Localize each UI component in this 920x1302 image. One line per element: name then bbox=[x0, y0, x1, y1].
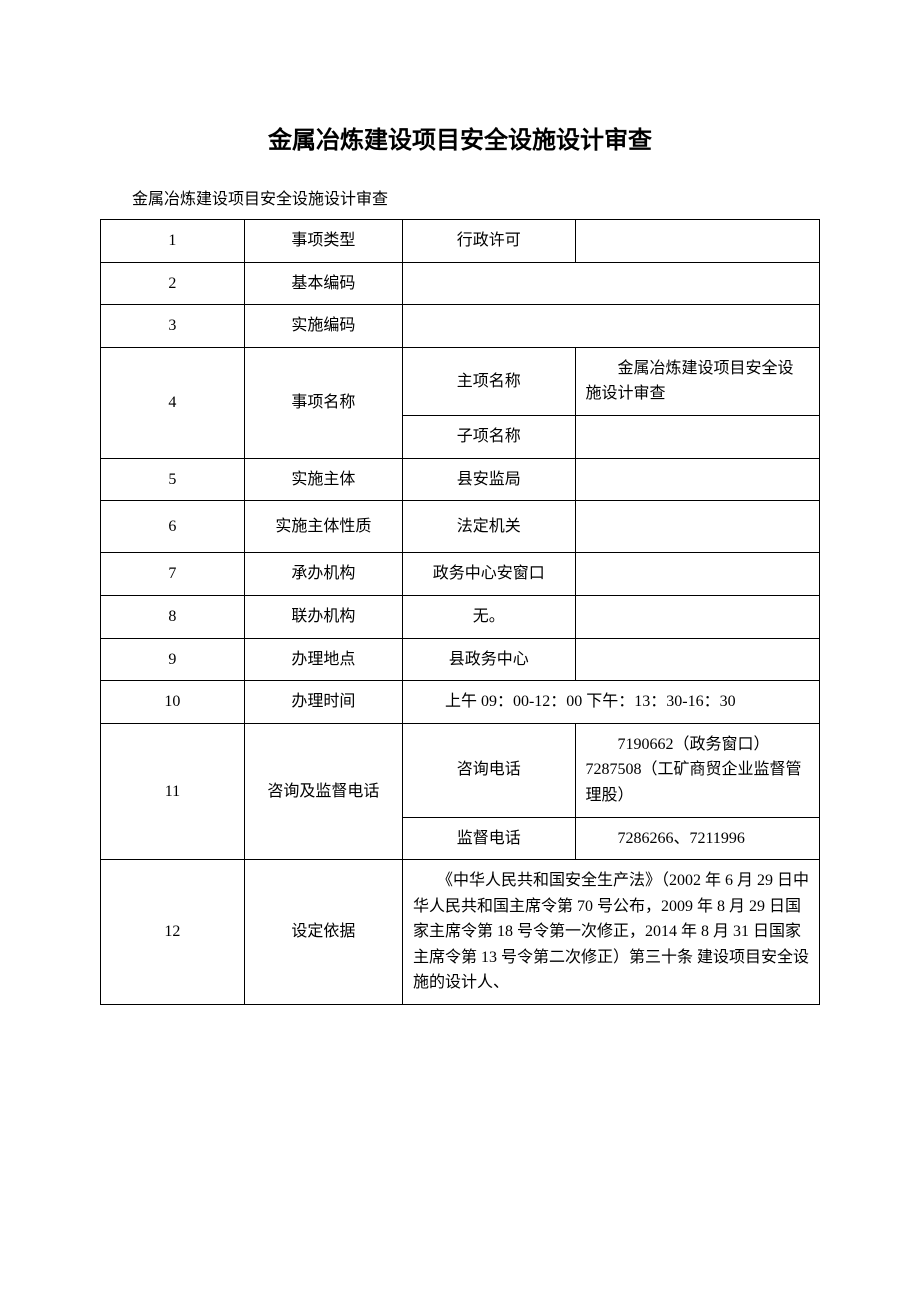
table-row: 4 事项名称 主项名称 金属冶炼建设项目安全设施设计审查 bbox=[101, 347, 820, 415]
sub-value: 7286266、7211996 bbox=[575, 817, 819, 860]
row-number: 7 bbox=[101, 553, 245, 596]
sub-label: 子项名称 bbox=[402, 415, 575, 458]
row-number: 11 bbox=[101, 723, 245, 859]
row-label: 办理时间 bbox=[244, 681, 402, 724]
row-label: 实施主体性质 bbox=[244, 501, 402, 553]
row-empty bbox=[575, 553, 819, 596]
sub-label: 咨询电话 bbox=[402, 723, 575, 817]
row-value: 政务中心安窗口 bbox=[402, 553, 575, 596]
row-value bbox=[402, 262, 819, 305]
document-subtitle: 金属冶炼建设项目安全设施设计审查 bbox=[100, 185, 820, 209]
row-label: 实施主体 bbox=[244, 458, 402, 501]
sub-value bbox=[575, 415, 819, 458]
row-label: 咨询及监督电话 bbox=[244, 723, 402, 859]
row-label: 设定依据 bbox=[244, 860, 402, 1005]
table-row: 5 实施主体 县安监局 bbox=[101, 458, 820, 501]
sub-value: 金属冶炼建设项目安全设施设计审查 bbox=[575, 347, 819, 415]
table-row: 12 设定依据 《中华人民共和国安全生产法》（2002 年 6 月 29 日中华… bbox=[101, 860, 820, 1005]
sub-value: 7190662（政务窗口）7287508（工矿商贸企业监督管理股） bbox=[575, 723, 819, 817]
row-value: 法定机关 bbox=[402, 501, 575, 553]
row-number: 1 bbox=[101, 220, 245, 263]
table-row: 9 办理地点 县政务中心 bbox=[101, 638, 820, 681]
row-number: 4 bbox=[101, 347, 245, 458]
row-label: 办理地点 bbox=[244, 638, 402, 681]
row-value bbox=[402, 305, 819, 348]
table-row: 1 事项类型 行政许可 bbox=[101, 220, 820, 263]
row-number: 3 bbox=[101, 305, 245, 348]
row-label: 事项名称 bbox=[244, 347, 402, 458]
row-label: 承办机构 bbox=[244, 553, 402, 596]
row-number: 10 bbox=[101, 681, 245, 724]
row-number: 6 bbox=[101, 501, 245, 553]
row-number: 2 bbox=[101, 262, 245, 305]
table-row: 6 实施主体性质 法定机关 bbox=[101, 501, 820, 553]
row-label: 事项类型 bbox=[244, 220, 402, 263]
table-row: 7 承办机构 政务中心安窗口 bbox=[101, 553, 820, 596]
row-value: 县政务中心 bbox=[402, 638, 575, 681]
row-empty bbox=[575, 595, 819, 638]
row-value: 《中华人民共和国安全生产法》（2002 年 6 月 29 日中华人民共和国主席令… bbox=[402, 860, 819, 1005]
row-number: 12 bbox=[101, 860, 245, 1005]
sub-label: 监督电话 bbox=[402, 817, 575, 860]
row-number: 9 bbox=[101, 638, 245, 681]
row-value: 上午 09：00-12：00 下午：13：30-16：30 bbox=[402, 681, 819, 724]
document-container: 金属冶炼建设项目安全设施设计审查 金属冶炼建设项目安全设施设计审查 1 事项类型… bbox=[100, 120, 820, 1005]
row-number: 5 bbox=[101, 458, 245, 501]
main-table: 1 事项类型 行政许可 2 基本编码 3 实施编码 4 事项名称 主项名称 金属… bbox=[100, 219, 820, 1005]
row-value: 县安监局 bbox=[402, 458, 575, 501]
row-empty bbox=[575, 220, 819, 263]
table-row: 11 咨询及监督电话 咨询电话 7190662（政务窗口）7287508（工矿商… bbox=[101, 723, 820, 817]
table-row: 2 基本编码 bbox=[101, 262, 820, 305]
row-empty bbox=[575, 501, 819, 553]
table-row: 10 办理时间 上午 09：00-12：00 下午：13：30-16：30 bbox=[101, 681, 820, 724]
row-label: 实施编码 bbox=[244, 305, 402, 348]
document-title: 金属冶炼建设项目安全设施设计审查 bbox=[100, 120, 820, 155]
table-row: 8 联办机构 无。 bbox=[101, 595, 820, 638]
row-empty bbox=[575, 638, 819, 681]
row-label: 联办机构 bbox=[244, 595, 402, 638]
table-row: 3 实施编码 bbox=[101, 305, 820, 348]
row-empty bbox=[575, 458, 819, 501]
row-number: 8 bbox=[101, 595, 245, 638]
sub-label: 主项名称 bbox=[402, 347, 575, 415]
row-value: 无。 bbox=[402, 595, 575, 638]
row-label: 基本编码 bbox=[244, 262, 402, 305]
row-value: 行政许可 bbox=[402, 220, 575, 263]
